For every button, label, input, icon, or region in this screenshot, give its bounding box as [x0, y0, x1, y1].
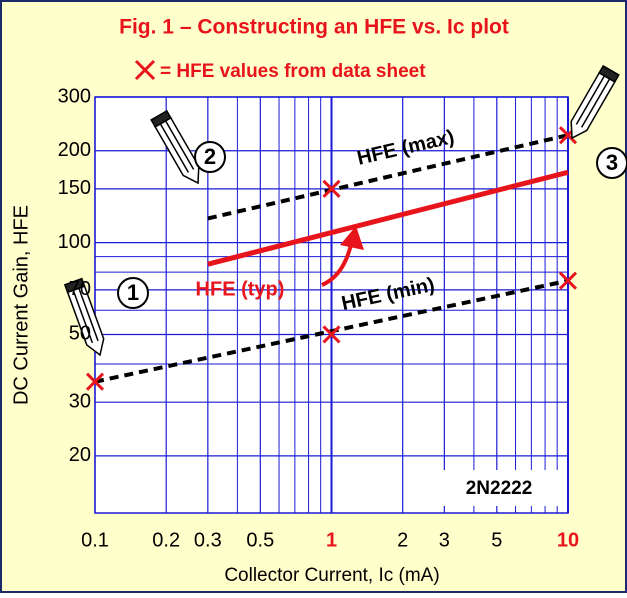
part-label: 2N2222	[466, 478, 533, 499]
x-tick-label: 10	[557, 529, 579, 551]
x-tick-label: 0.5	[246, 529, 274, 551]
y-tick-label: 50	[69, 323, 91, 345]
callout-label: 3	[606, 150, 618, 175]
x-tick-label: 2	[397, 529, 408, 551]
series-label: HFE (typ)	[196, 278, 285, 300]
x-tick-label: 0.3	[194, 529, 222, 551]
y-tick-label: 300	[58, 85, 91, 107]
x-tick-label: 0.2	[152, 529, 180, 551]
callout-label: 2	[204, 144, 216, 169]
y-axis-title: DC Current Gain, HFE	[10, 205, 32, 405]
callout-2: 2	[195, 142, 225, 172]
x-axis-title: Collector Current, Ic (mA)	[224, 565, 439, 586]
y-tick-label: 30	[69, 390, 91, 412]
callout-3: 3	[597, 148, 627, 178]
callout-1: 1	[118, 278, 148, 308]
grid	[95, 97, 568, 513]
y-tick-label: 70	[69, 278, 91, 300]
y-tick-label: 20	[69, 444, 91, 466]
y-tick-label: 100	[58, 231, 91, 253]
x-tick-label: 1	[326, 529, 337, 551]
x-tick-label: 3	[439, 529, 450, 551]
chart-title: Fig. 1 – Constructing an HFE vs. Ic plot	[119, 16, 509, 39]
x-tick-label: 0.1	[81, 529, 109, 551]
legend: = HFE values from data sheet	[136, 61, 426, 82]
x-tick-label: 5	[491, 529, 502, 551]
y-tick-label: 150	[58, 177, 91, 199]
legend-label: = HFE values from data sheet	[160, 61, 426, 82]
y-tick-label: 200	[58, 139, 91, 161]
chart: Fig. 1 – Constructing an HFE vs. Ic plot…	[0, 0, 627, 593]
callout-label: 1	[127, 280, 139, 305]
